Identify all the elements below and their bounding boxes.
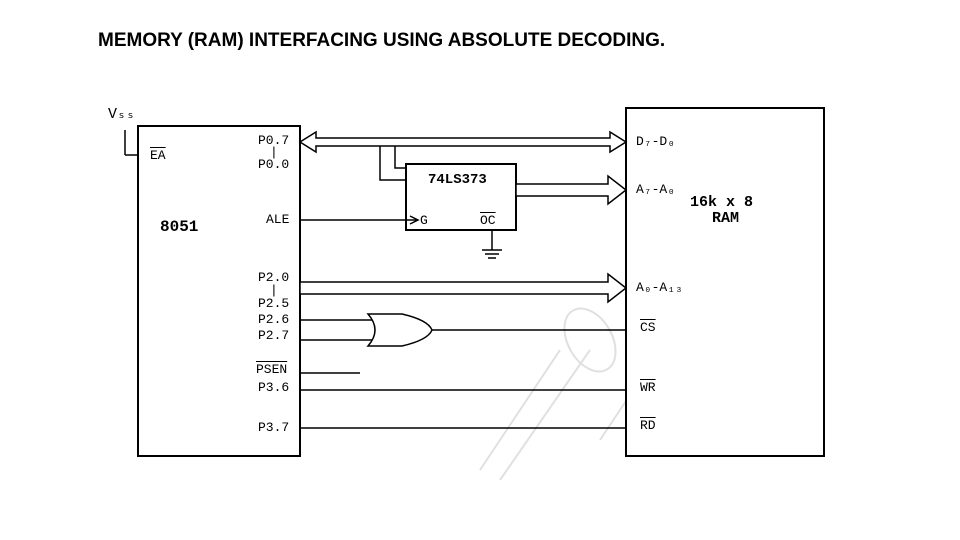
data-bus [300,132,626,152]
latch-oc: OC [480,213,496,228]
p25-label: P2.5 [258,296,289,311]
diagram-svg [0,0,960,540]
vss-label: Vₛₛ [108,104,135,123]
rd-label: RD [640,418,656,433]
wr-label: WR [640,380,656,395]
p36-label: P3.6 [258,380,289,395]
ram-sub: RAM [712,210,739,227]
ale-label: ALE [266,212,289,227]
latch-input-tap [380,146,406,180]
mcu-name: 8051 [160,218,198,236]
a7a0-label: A₇-A₀ [636,182,675,197]
p26-label: P2.6 [258,312,289,327]
ram-name: 16k x 8 [690,194,753,211]
p27-label: P2.7 [258,328,289,343]
cs-label: CS [640,320,656,335]
p00-label: P0.0 [258,157,289,172]
ea-label: EA [150,148,166,163]
latch-name: 74LS373 [428,172,487,188]
latch-g: G [420,213,428,228]
a0a13-label: A₀-A₁₃ [636,280,683,295]
oc-ground [482,230,502,258]
addr-high-bus [300,274,626,302]
p37-label: P3.7 [258,420,289,435]
psen-label: PSEN [256,362,287,377]
or-gate [368,314,432,346]
d7d0-label: D₇-D₀ [636,134,675,149]
addr-low-bus [516,176,626,204]
